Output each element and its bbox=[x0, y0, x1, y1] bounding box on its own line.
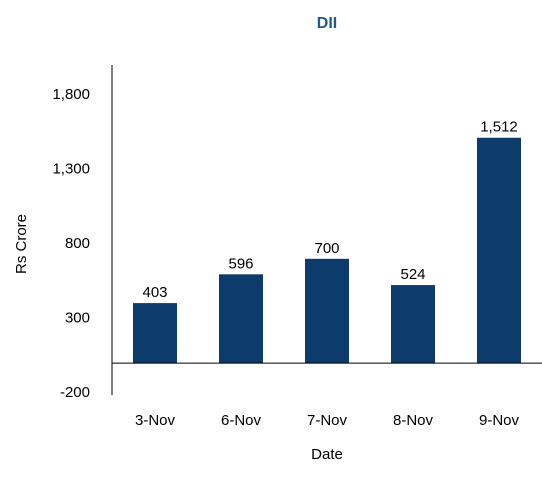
x-tick-label: 7-Nov bbox=[307, 412, 348, 429]
value-label: 403 bbox=[142, 284, 167, 301]
x-tick-label: 3-Nov bbox=[135, 412, 176, 429]
x-axis-label: Date bbox=[311, 446, 343, 463]
value-label: 1,512 bbox=[480, 119, 518, 136]
bar bbox=[133, 303, 177, 364]
y-tick-label: 800 bbox=[65, 235, 90, 252]
chart-title: DII bbox=[317, 15, 337, 32]
y-axis-label: Rs Crore bbox=[13, 214, 30, 274]
y-tick-label: 300 bbox=[65, 309, 90, 326]
value-label: 700 bbox=[314, 240, 339, 257]
x-tick-label: 9-Nov bbox=[479, 412, 520, 429]
value-label: 524 bbox=[400, 266, 425, 283]
bar bbox=[391, 285, 435, 364]
y-tick-label: 1,800 bbox=[52, 86, 90, 103]
bar bbox=[219, 274, 263, 364]
value-label: 596 bbox=[228, 255, 253, 272]
x-tick-label: 6-Nov bbox=[221, 412, 262, 429]
y-tick-label: 1,300 bbox=[52, 160, 90, 177]
bar bbox=[477, 137, 521, 364]
x-tick-label: 8-Nov bbox=[393, 412, 434, 429]
bar bbox=[305, 258, 349, 364]
y-tick-label: -200 bbox=[60, 384, 90, 401]
